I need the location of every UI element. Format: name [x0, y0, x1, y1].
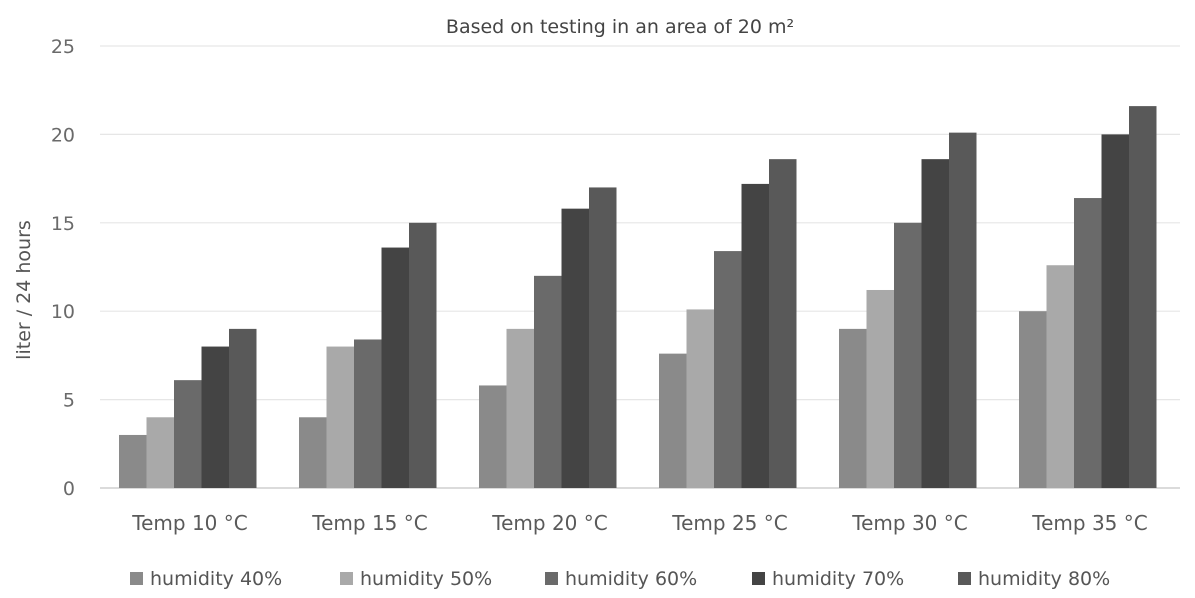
x-category-label: Temp 25 °C	[671, 511, 787, 535]
y-tick-label: 0	[63, 478, 75, 500]
bar-0-0	[119, 434, 147, 488]
bar-0-2	[174, 380, 202, 488]
bar-1-3	[381, 247, 409, 488]
legend-label-3: humidity 70%	[772, 568, 904, 590]
bar-4-3	[921, 159, 949, 489]
bar-3-4	[769, 159, 797, 489]
y-axis-ticks: 0 5 10 15 20 25	[51, 36, 75, 500]
bar-0-3	[201, 346, 229, 488]
bars	[119, 106, 1157, 489]
legend-swatch-1	[340, 572, 353, 585]
bar-2-0	[479, 385, 507, 488]
y-axis-title: liter / 24 hours	[13, 220, 35, 360]
bar-3-1	[686, 309, 714, 488]
x-category-label: Temp 30 °C	[851, 511, 967, 535]
gridlines	[100, 45, 1180, 489]
y-tick-label: 10	[51, 301, 75, 323]
bar-5-1	[1046, 265, 1074, 488]
y-tick-label: 25	[51, 36, 75, 58]
x-category-label: Temp 20 °C	[491, 511, 607, 535]
y-tick-label: 15	[51, 213, 75, 235]
legend-swatch-3	[752, 572, 765, 585]
bar-3-3	[741, 183, 769, 489]
x-axis-categories: Temp 10 °C Temp 15 °C Temp 20 °C Temp 25 °C…	[131, 511, 1147, 535]
y-tick-label: 20	[51, 124, 75, 146]
x-category-label: Temp 35 °C	[1031, 511, 1147, 535]
legend-label-2: humidity 60%	[565, 568, 697, 590]
bar-4-0	[839, 328, 867, 488]
bar-2-4	[589, 187, 617, 488]
bar-1-1	[326, 346, 354, 488]
chart-subtitle: Based on testing in an area of 20 m²	[446, 16, 794, 38]
legend: humidity 40% humidity 50% humidity 60% humi…	[130, 568, 1110, 590]
bar-4-4	[949, 132, 977, 488]
bar-1-2	[354, 339, 382, 488]
bar-4-2	[894, 222, 922, 489]
legend-swatch-4	[958, 572, 971, 585]
y-tick-label: 5	[63, 390, 75, 412]
bar-0-1	[146, 417, 174, 488]
bar-5-0	[1019, 311, 1047, 488]
bar-1-0	[299, 417, 327, 488]
bar-0-4	[229, 328, 257, 488]
legend-swatch-2	[545, 572, 558, 585]
legend-swatch-0	[130, 572, 143, 585]
bar-2-3	[561, 208, 589, 488]
bar-5-4	[1129, 106, 1157, 488]
x-category-label: Temp 10 °C	[131, 511, 247, 535]
bar-2-2	[534, 275, 562, 488]
bar-5-2	[1074, 198, 1102, 488]
legend-label-0: humidity 40%	[150, 568, 282, 590]
bar-5-3	[1101, 134, 1129, 488]
legend-label-1: humidity 50%	[360, 568, 492, 590]
bar-3-2	[714, 251, 742, 488]
legend-label-4: humidity 80%	[978, 568, 1110, 590]
bar-4-1	[866, 289, 894, 488]
bar-2-1	[506, 328, 534, 488]
bar-1-4	[409, 222, 437, 489]
x-category-label: Temp 15 °C	[311, 511, 427, 535]
bar-3-0	[659, 353, 687, 488]
